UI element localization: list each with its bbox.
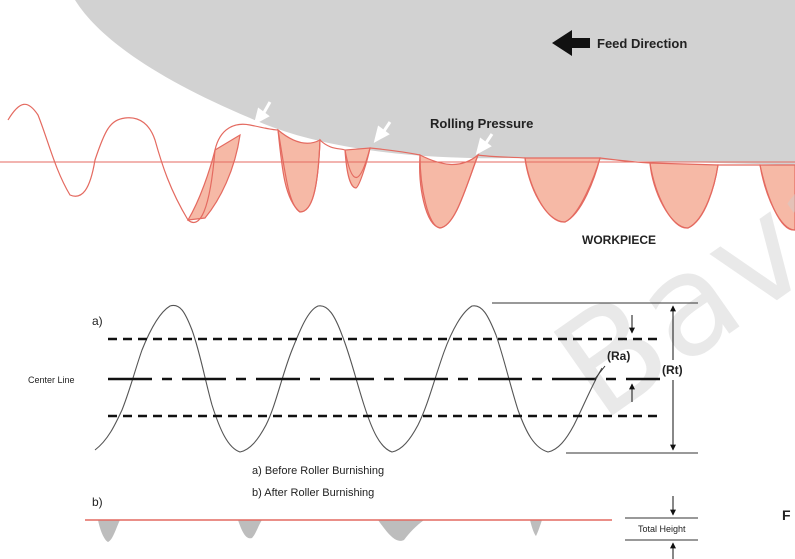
- feed-direction-label: Feed Direction: [597, 36, 687, 51]
- arrow-icon: [475, 133, 494, 155]
- legend-after: b) After Roller Burnishing: [252, 487, 374, 499]
- total-height-label: Total Height: [638, 524, 686, 534]
- rolling-pressure-label: Rolling Pressure: [430, 116, 533, 131]
- burnished-profile: [85, 519, 612, 542]
- rt-label: (Rt): [662, 363, 683, 377]
- arrow-icon: [253, 101, 272, 125]
- label-b: b): [92, 495, 103, 509]
- arrow-icon: [373, 121, 392, 143]
- workpiece-label: WORKPIECE: [582, 233, 656, 247]
- ra-label: (Ra): [607, 349, 630, 363]
- roughness-trace: [94, 304, 603, 453]
- center-line-label: Center Line: [28, 375, 75, 385]
- edge-letter: F: [782, 507, 791, 523]
- feed-direction-arrow-icon: [552, 30, 590, 56]
- pressure-arrows: [253, 101, 494, 155]
- ra-leader-line: [593, 365, 606, 381]
- surface-profile: [7, 103, 795, 231]
- label-a: a): [92, 314, 103, 328]
- legend-before: a) Before Roller Burnishing: [252, 465, 384, 477]
- roller: [75, 0, 795, 165]
